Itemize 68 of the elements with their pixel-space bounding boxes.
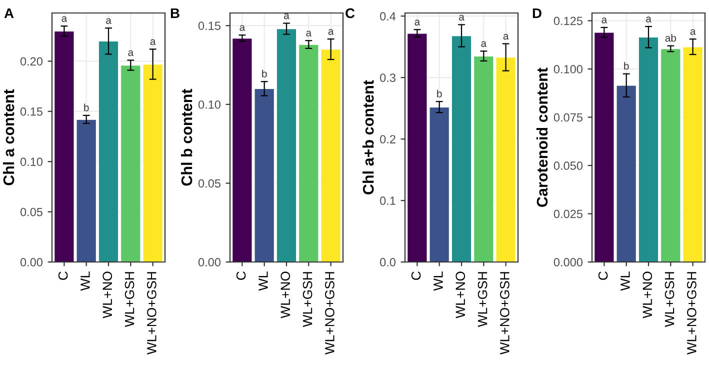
- y-tick-label: 0.00: [20, 258, 43, 266]
- y-tick-label: 0.05: [20, 208, 42, 216]
- annotation: a: [646, 16, 652, 22]
- y-tick-label: 0.075: [554, 113, 582, 122]
- annotation: a: [414, 20, 420, 26]
- y-tick-label: 0.2: [380, 135, 396, 144]
- x-tick-label: WL+GSH: [664, 272, 674, 328]
- x-tick-label: WL: [258, 271, 268, 291]
- y-tick-label: 0.4: [380, 12, 396, 20]
- y-tick-label: 0.100: [554, 65, 583, 74]
- x-tick-label: WL+GSH: [124, 272, 134, 328]
- x-tick-label: WL+NO+GSH: [325, 272, 334, 355]
- annotation: b: [624, 62, 629, 70]
- y-tick-label: 0.15: [20, 107, 42, 116]
- x-tick-label: WL+NO+GSH: [687, 272, 696, 355]
- annotation: a: [150, 39, 156, 46]
- y-tick-label: 0.025: [554, 210, 582, 218]
- x-tick-label: WL+NO+GSH: [500, 272, 510, 355]
- y-tick-label: 0.10: [20, 158, 43, 166]
- chart-title: A: [4, 8, 14, 18]
- annotation: b: [262, 70, 267, 78]
- annotation: b: [437, 90, 442, 98]
- y-axis-title: Chl a content: [2, 89, 14, 186]
- annotation: a: [481, 41, 487, 47]
- annotation: a: [459, 14, 464, 21]
- y-axis-title: Chl a+b content: [362, 80, 374, 194]
- x-tick-label: C: [58, 272, 68, 280]
- y-axis-title: Chl b content: [180, 88, 192, 186]
- y-tick-label: 0.1: [380, 196, 396, 205]
- annotation: a: [602, 18, 608, 24]
- x-tick-label: WL+NO: [102, 272, 112, 318]
- x-tick-label: WL+GSH: [478, 272, 488, 328]
- y-tick-label: 0.0: [380, 258, 396, 266]
- y-tick-label: 0.05: [198, 179, 220, 188]
- x-tick-label: WL: [434, 271, 443, 291]
- annotation: a: [284, 13, 290, 20]
- annotation: a: [328, 29, 334, 35]
- x-tick-label: C: [236, 272, 246, 280]
- annotation: a: [128, 50, 134, 56]
- y-axis-title: Carotenoid content: [536, 68, 548, 207]
- annotation: b: [84, 104, 89, 112]
- x-tick-label: WL+NO+GSH: [147, 272, 156, 355]
- annotation: a: [690, 29, 696, 35]
- y-tick-label: 0.000: [554, 258, 583, 266]
- chart-title: B: [170, 8, 180, 18]
- y-tick-label: 0.20: [20, 57, 43, 66]
- annotation: a: [306, 30, 312, 36]
- annotation: a: [240, 25, 246, 31]
- annotation: a: [503, 34, 509, 40]
- chart-title: C: [346, 8, 355, 18]
- x-tick-label: C: [598, 272, 608, 280]
- y-tick-label: 0.10: [198, 100, 221, 109]
- y-tick-label: 0.050: [554, 162, 583, 170]
- y-tick-label: 0.3: [380, 74, 396, 82]
- x-tick-label: WL+NO: [642, 272, 652, 318]
- x-tick-label: C: [411, 272, 421, 280]
- annotation: a: [106, 18, 112, 24]
- y-tick-label: 0.00: [198, 258, 221, 266]
- x-tick-label: WL+NO: [456, 272, 466, 318]
- y-tick-label: 0.15: [198, 22, 220, 30]
- y-tick-label: 0.125: [554, 16, 582, 26]
- annotation: ab: [665, 34, 676, 42]
- x-tick-label: WL: [620, 271, 630, 291]
- x-tick-label: WL+GSH: [302, 272, 312, 328]
- chart-title: D: [532, 8, 542, 18]
- x-tick-label: WL+NO: [280, 272, 290, 318]
- x-tick-label: WL: [80, 271, 90, 291]
- annotation: a: [62, 16, 68, 22]
